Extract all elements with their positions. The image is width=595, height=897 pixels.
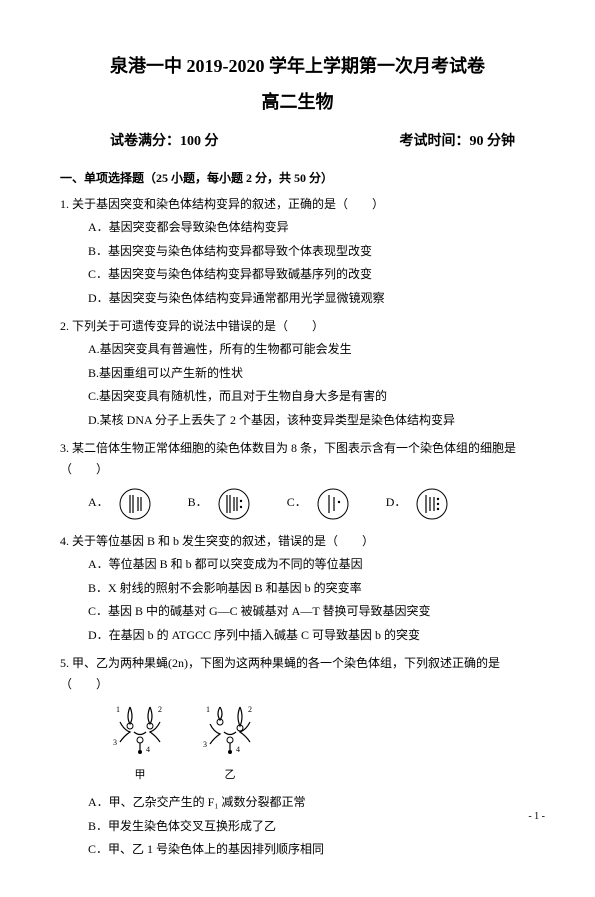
q4-opt-c: C．基因 B 中的碱基对 G—C 被碱基对 A—T 替换可导致基因突变 [88, 601, 535, 623]
svg-text:3: 3 [203, 740, 207, 749]
cell-d-icon [415, 487, 449, 521]
chromosome-jia-icon: 1 2 3 4 [110, 702, 170, 757]
fly-yi: 1 2 3 4 乙 [200, 702, 260, 786]
cell-b-icon [217, 487, 251, 521]
cell-a-icon [118, 487, 152, 521]
svg-text:4: 4 [146, 745, 150, 754]
exam-time: 考试时间：90 分钟 [400, 129, 516, 154]
q5-opt-b: B．甲发生染色体交叉互换形成了乙 [88, 816, 535, 838]
section-head: 一、单项选择题（25 小题，每小题 2 分，共 50 分） [60, 168, 535, 190]
q2-opt-d: D.某核 DNA 分子上丢失了 2 个基因，该种变异类型是染色体结构变异 [88, 410, 535, 432]
chromosome-yi-icon: 1 2 3 4 [200, 702, 260, 757]
q4-opt-b: B．X 射线的照射不会影响基因 B 和基因 b 的突变率 [88, 578, 535, 600]
svg-text:2: 2 [248, 705, 252, 714]
cell-c-icon [316, 487, 350, 521]
exam-title: 泉港一中 2019-2020 学年上学期第一次月考试卷 [60, 50, 535, 82]
q4-opt-a: A．等位基因 B 和 b 都可以突变成为不同的等位基因 [88, 554, 535, 576]
svg-text:4: 4 [236, 745, 240, 754]
q1-opt-a: A．基因突变都会导致染色体结构变异 [88, 217, 535, 239]
q2-opt-b: B.基因重组可以产生新的性状 [88, 363, 535, 385]
fly-jia: 1 2 3 4 甲 [110, 702, 170, 786]
question-3: 3. 某二倍体生物正常体细胞的染色体数目为 8 条，下图表示含有一个染色体组的细… [60, 438, 535, 521]
exam-page: 泉港一中 2019-2020 学年上学期第一次月考试卷 高二生物 试卷满分：10… [0, 0, 595, 897]
q2-opt-c: C.基因突变具有随机性，而且对于生物自身大多是有害的 [88, 386, 535, 408]
q3-opt-c: C． [287, 487, 350, 521]
meta-row: 试卷满分：100 分 考试时间：90 分钟 [110, 129, 515, 154]
q1-opt-d: D．基因突变与染色体结构变异通常都用光学显微镜观察 [88, 288, 535, 310]
full-score: 试卷满分：100 分 [110, 129, 219, 154]
q5-figure-row: 1 2 3 4 甲 [60, 702, 535, 786]
svg-text:1: 1 [206, 705, 210, 714]
question-4: 4. 关于等位基因 B 和 b 发生突变的叙述，错误的是（ ） A．等位基因 B… [60, 531, 535, 647]
page-number: - 1 - [528, 811, 545, 822]
q4-opt-d: D．在基因 b 的 ATGCC 序列中插入碱基 C 可导致基因 b 的突变 [88, 625, 535, 647]
question-1: 1. 关于基因突变和染色体结构变异的叙述，正确的是（ ） A．基因突变都会导致染… [60, 194, 535, 310]
svg-text:1: 1 [116, 705, 120, 714]
q3-opt-b: B． [188, 487, 251, 521]
q5-opt-a: A．甲、乙杂交产生的 F₁ 减数分裂都正常 [88, 792, 535, 814]
q3-opt-a: A． [88, 487, 152, 521]
q1-opt-b: B．基因突变与染色体结构变异都导致个体表现型改变 [88, 241, 535, 263]
svg-text:2: 2 [158, 705, 162, 714]
q1-opt-c: C．基因突变与染色体结构变异都导致碱基序列的改变 [88, 264, 535, 286]
question-2: 2. 下列关于可遗传变异的说法中错误的是（ ） A.基因突变具有普遍性，所有的生… [60, 316, 535, 432]
q2-opt-a: A.基因突变具有普遍性，所有的生物都可能会发生 [88, 339, 535, 361]
q5-opt-c: C．甲、乙 1 号染色体上的基因排列顺序相同 [88, 839, 535, 861]
q3-figure-row: A． B． [60, 487, 535, 521]
q3-opt-d: D． [386, 487, 450, 521]
svg-text:3: 3 [113, 738, 117, 747]
question-5: 5. 甲、乙为两种果蝇(2n)，下图为这两种果蝇的各一个染色体组，下列叙述正确的… [60, 653, 535, 861]
exam-subtitle: 高二生物 [60, 86, 535, 118]
